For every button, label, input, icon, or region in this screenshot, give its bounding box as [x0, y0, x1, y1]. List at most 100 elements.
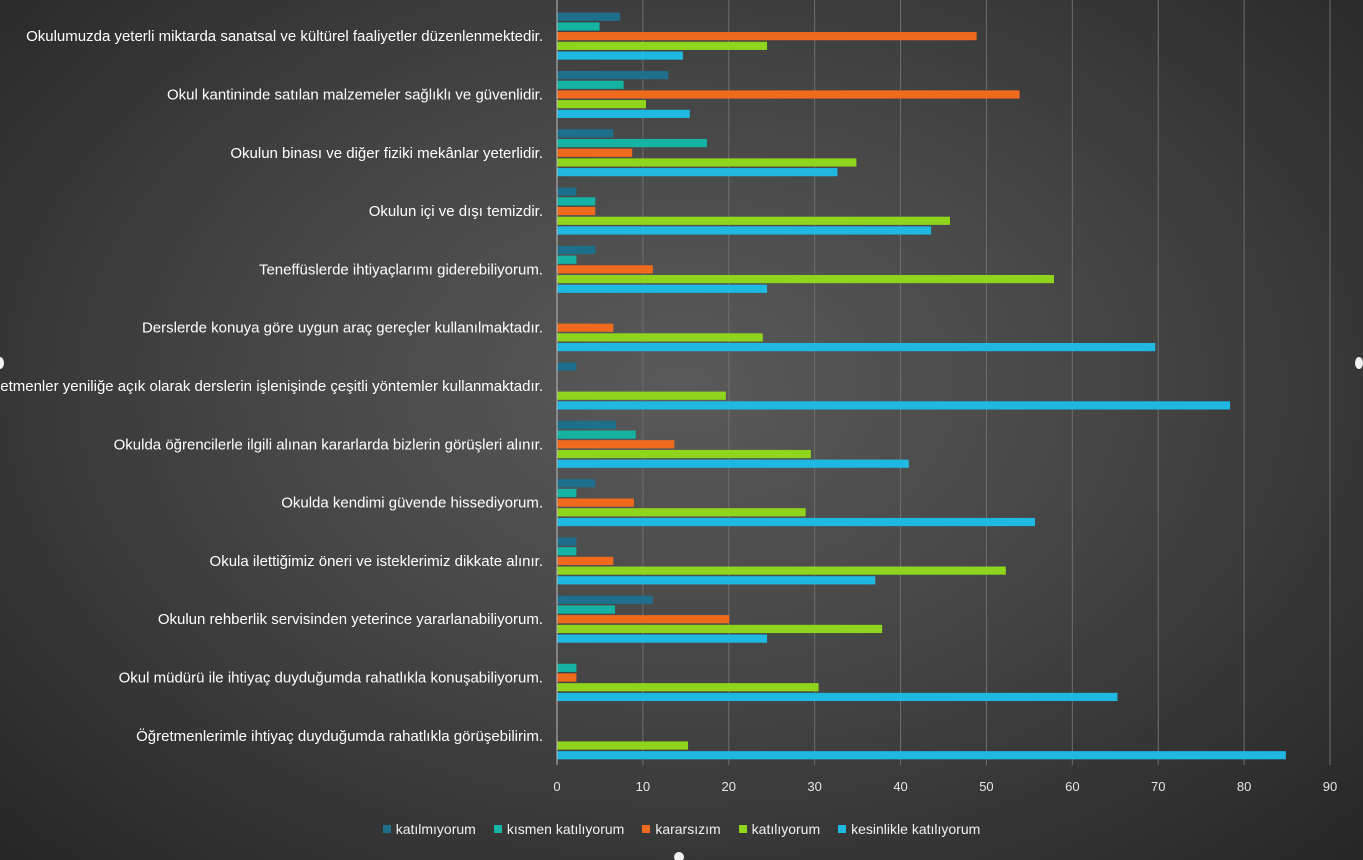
legend-swatch: [493, 825, 502, 833]
grid-lines: [642, 0, 1331, 765]
bar: [557, 90, 1020, 99]
category-label: Okulun içi ve dışı temizdir.: [369, 203, 543, 220]
legend: katılmıyorum kısmen katılıyorum kararsızım…: [0, 818, 1363, 840]
category-label: Okulda kendimi güvende hissediyorum.: [281, 495, 543, 512]
bar: [557, 391, 726, 400]
bar: [557, 187, 577, 196]
bar: [557, 751, 1286, 760]
bar: [557, 342, 1156, 352]
bar: [557, 32, 977, 41]
x-tick-label: 40: [893, 779, 907, 794]
bar: [557, 80, 624, 89]
bar: [557, 109, 690, 118]
x-tick-label: 90: [1323, 779, 1337, 794]
legend-label: katılmıyorum: [395, 821, 476, 837]
bar: [557, 508, 806, 517]
bar: [557, 362, 577, 371]
bar: [557, 12, 621, 21]
bar: [557, 168, 838, 177]
bar: [557, 537, 577, 546]
bar: [557, 245, 596, 255]
left-resize-handle[interactable]: [0, 357, 4, 369]
legend-label: kesinlikle katılıyorum: [851, 821, 981, 837]
legend-swatch: [838, 825, 847, 833]
category-label: Okulun binası ve diğer fiziki mekânlar y…: [230, 145, 543, 162]
right-resize-handle[interactable]: [1355, 357, 1363, 369]
bar: [557, 547, 577, 556]
category-label: Öğretmenler yeniliğe açık olarak dersler…: [0, 377, 543, 395]
bar: [557, 683, 819, 692]
category-labels: Okulumuzda yeterli miktarda sanatsal ve …: [0, 28, 543, 745]
bar: [557, 323, 614, 332]
bar: [557, 51, 683, 60]
bars: [557, 12, 1286, 760]
category-label: Okulun rehberlik servisinden yeterince y…: [158, 611, 543, 628]
bar: [557, 741, 689, 750]
bar: [557, 566, 1006, 575]
x-tick-label: 50: [979, 779, 993, 794]
bar: [557, 663, 577, 672]
legend-label: katılıyorum: [751, 821, 821, 837]
x-tick-label: 0: [553, 779, 560, 794]
bar: [557, 129, 614, 138]
x-tick-label: 20: [722, 779, 736, 794]
category-label: Okul kantininde satılan malzemeler sağlı…: [167, 86, 543, 103]
x-tick-label: 70: [1151, 779, 1165, 794]
bar: [557, 197, 596, 206]
bar: [557, 692, 1118, 702]
bar: [557, 498, 634, 507]
category-label: Teneffüslerde ihtiyaçlarımı giderebiliyo…: [259, 261, 543, 278]
bar: [557, 673, 577, 682]
bottom-resize-handle[interactable]: [674, 852, 684, 860]
bar: [557, 401, 1231, 410]
bar: [557, 158, 857, 167]
bar: [557, 22, 600, 31]
bar: [557, 100, 646, 109]
bar: [557, 556, 614, 566]
bar: [557, 576, 876, 585]
category-label: Öğretmenlerimle ihtiyaç duyduğumda rahat…: [136, 727, 543, 745]
bar: [557, 440, 675, 449]
bar: [557, 265, 653, 274]
bar: [557, 148, 633, 157]
legend-item: katılıyorum: [738, 821, 821, 837]
bar: [557, 206, 596, 216]
bar: [557, 624, 883, 634]
legend-swatch: [738, 825, 747, 833]
bar: [557, 517, 1036, 527]
bar: [557, 605, 616, 614]
legend-swatch: [382, 825, 391, 833]
bar: [557, 615, 730, 624]
category-label: Okulumuzda yeterli miktarda sanatsal ve …: [26, 28, 543, 45]
bar: [557, 459, 909, 468]
x-tick-labels: 0 10 20 30 40 50 60 70 80 90: [553, 779, 1337, 794]
bar: [557, 449, 811, 459]
category-label: Derslerde konuya göre uygun araç gereçle…: [142, 320, 543, 337]
legend-swatch: [642, 825, 651, 833]
bar: [557, 430, 636, 439]
bar: [557, 274, 1054, 284]
legend-item: katılmıyorum: [382, 821, 476, 837]
bar: [557, 333, 763, 342]
bar: [557, 284, 768, 293]
bar: [557, 634, 768, 643]
category-label: Okul müdürü ile ihtiyaç duyduğumda rahat…: [119, 670, 543, 687]
bar: [557, 226, 932, 235]
legend-item: kısmen katılıyorum: [493, 821, 625, 837]
category-label: Okula ilettiğimiz öneri ve isteklerimiz …: [210, 553, 543, 570]
legend-item: kararsızım: [642, 821, 721, 837]
bar: [557, 420, 616, 430]
x-tick-label: 30: [807, 779, 821, 794]
x-tick-label: 80: [1237, 779, 1251, 794]
legend-label: kısmen katılıyorum: [506, 821, 625, 837]
legend-label: kararsızım: [655, 821, 721, 837]
bar: [557, 255, 577, 264]
bar: [557, 70, 669, 80]
bar: [557, 216, 951, 225]
bar: [557, 479, 596, 488]
bar: [557, 41, 768, 50]
legend-item: kesinlikle katılıyorum: [838, 821, 980, 837]
bar: [557, 138, 707, 148]
